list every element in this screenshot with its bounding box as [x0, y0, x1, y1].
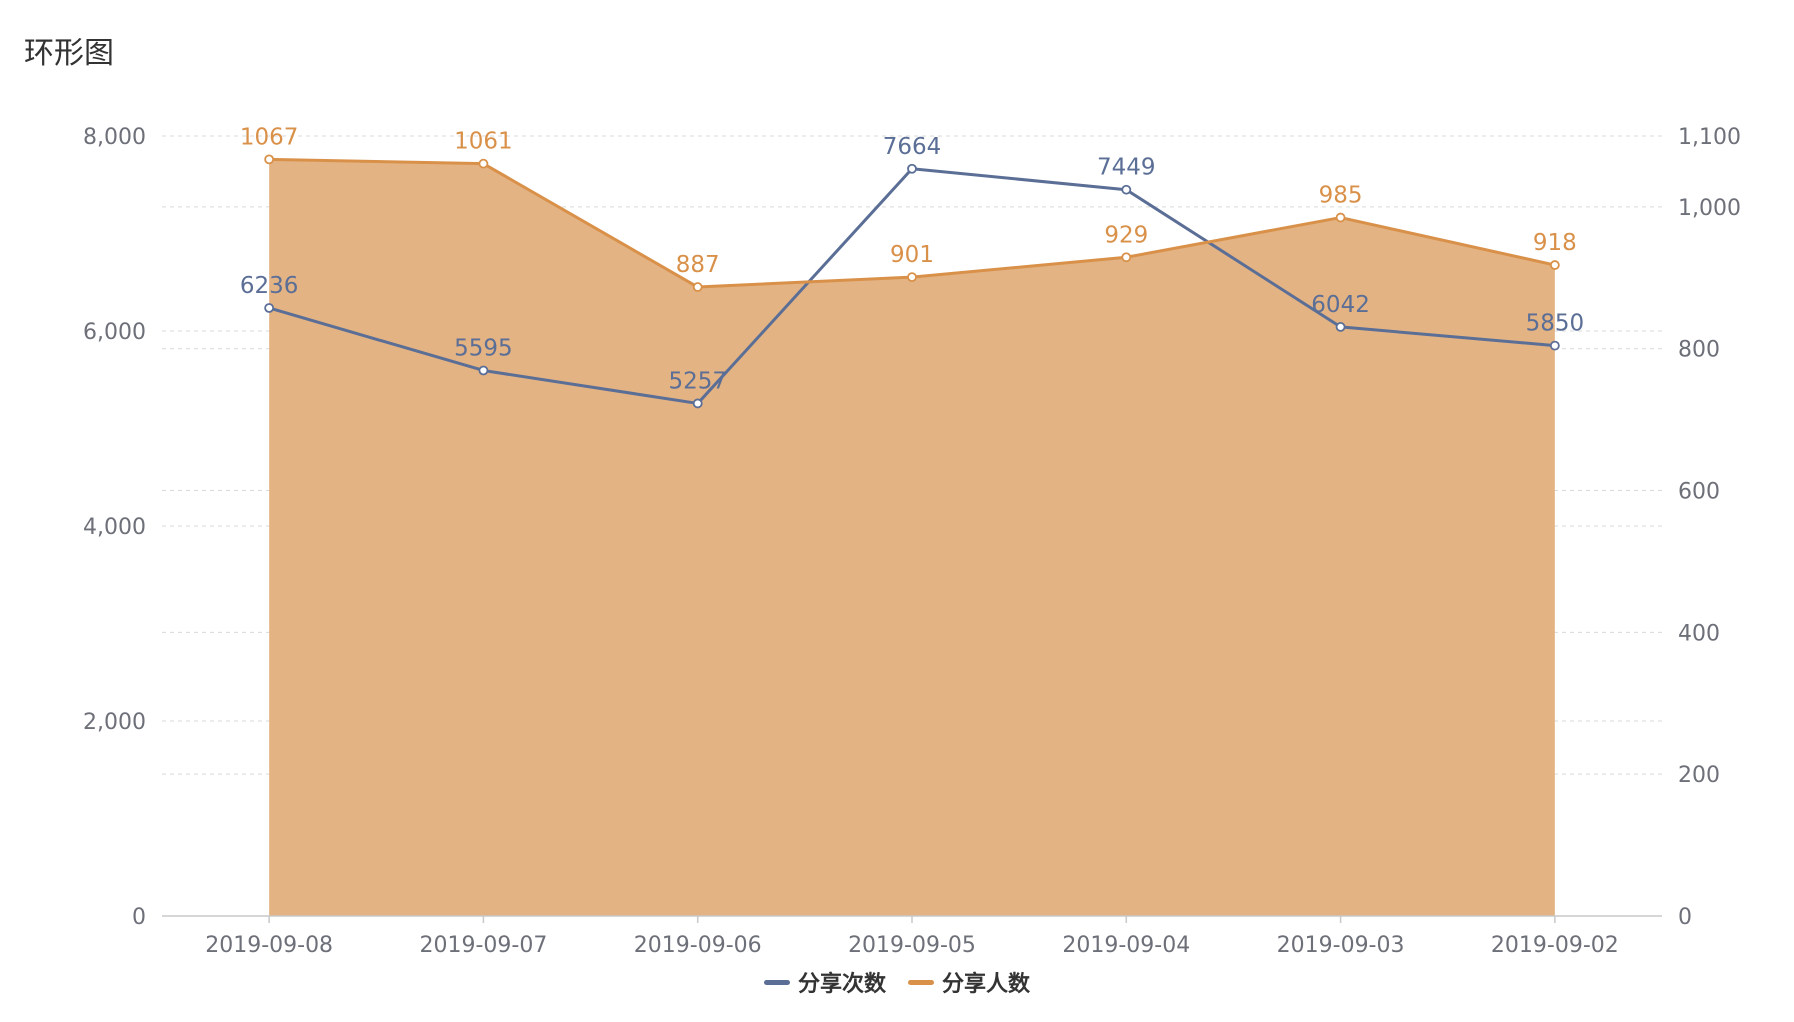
y-right-tick-label: 0: [1678, 905, 1692, 930]
y-right-tick-label: 400: [1678, 621, 1720, 646]
legend-item-share-people[interactable]: 分享人数: [908, 966, 1030, 998]
legend-label-share-people: 分享人数: [942, 972, 1031, 997]
legend-swatch-share-count: [763, 979, 790, 985]
data-label: 887: [676, 252, 720, 278]
data-point: [692, 398, 703, 409]
x-tick-label: 2019-09-07: [419, 933, 547, 958]
x-tick-label: 2019-09-02: [1491, 933, 1619, 958]
data-label: 6042: [1311, 292, 1370, 318]
series-points: [264, 154, 1560, 409]
y-left-tick-label: 0: [132, 905, 146, 930]
data-point: [907, 272, 917, 283]
y-right-tick-label: 1,100: [1678, 125, 1741, 150]
x-tick-label: 2019-09-05: [848, 933, 976, 958]
y-right-tick-label: 200: [1678, 763, 1720, 788]
data-point: [907, 163, 917, 174]
chart-title: 环形图: [24, 36, 114, 71]
data-label: 7664: [883, 134, 942, 160]
x-tick-label: 2019-09-04: [1062, 933, 1190, 958]
data-label: 918: [1533, 230, 1577, 256]
legend-label-share-count: 分享次数: [797, 972, 886, 997]
data-label: 5850: [1526, 311, 1585, 337]
x-tick-label: 2019-09-06: [634, 933, 762, 958]
data-label: 1067: [240, 124, 299, 150]
data-labels: 6236 5595 5257 7664 7449 6042 5850 1067 1061 887 9…: [240, 124, 1584, 394]
data-label: 929: [1104, 222, 1148, 248]
data-label: 1061: [454, 129, 513, 155]
axes: 0 2,000 4,000 6,000 8,000 0 200 400 600 800 1,000 1…: [83, 125, 1741, 958]
legend-swatch-share-people: [908, 979, 934, 985]
data-point: [1121, 184, 1132, 195]
data-point: [1335, 212, 1346, 223]
data-point: [692, 282, 703, 292]
y-left-tick-label: 6,000: [83, 320, 146, 345]
data-point: [1335, 322, 1346, 332]
data-label: 985: [1319, 183, 1363, 209]
y-right-tick-label: 800: [1678, 338, 1720, 363]
y-right-tick-label: 600: [1678, 480, 1720, 505]
data-label: 901: [890, 242, 934, 268]
x-tick-label: 2019-09-08: [205, 933, 333, 958]
data-point: [264, 303, 275, 313]
legend-item-share-count[interactable]: 分享次数: [763, 966, 886, 998]
data-point: [264, 154, 275, 165]
area-layer: [269, 159, 1555, 916]
data-point: [1121, 252, 1132, 263]
data-label: 5595: [454, 335, 513, 361]
data-point: [478, 158, 489, 169]
y-left-tick-label: 4,000: [83, 515, 146, 540]
y-left-tick-label: 8,000: [83, 125, 146, 150]
series-area-1: [269, 159, 1555, 916]
x-tick-label: 2019-09-03: [1277, 933, 1405, 958]
data-point: [1549, 340, 1560, 351]
data-label: 6236: [240, 273, 299, 299]
legend: 分享次数 分享人数: [0, 966, 1794, 998]
data-point: [1549, 260, 1560, 270]
data-label: 5257: [668, 368, 727, 394]
y-right-tick-label: 1,000: [1678, 196, 1741, 221]
data-label: 7449: [1097, 155, 1156, 181]
y-left-tick-label: 2,000: [83, 710, 146, 735]
data-point: [478, 365, 489, 376]
